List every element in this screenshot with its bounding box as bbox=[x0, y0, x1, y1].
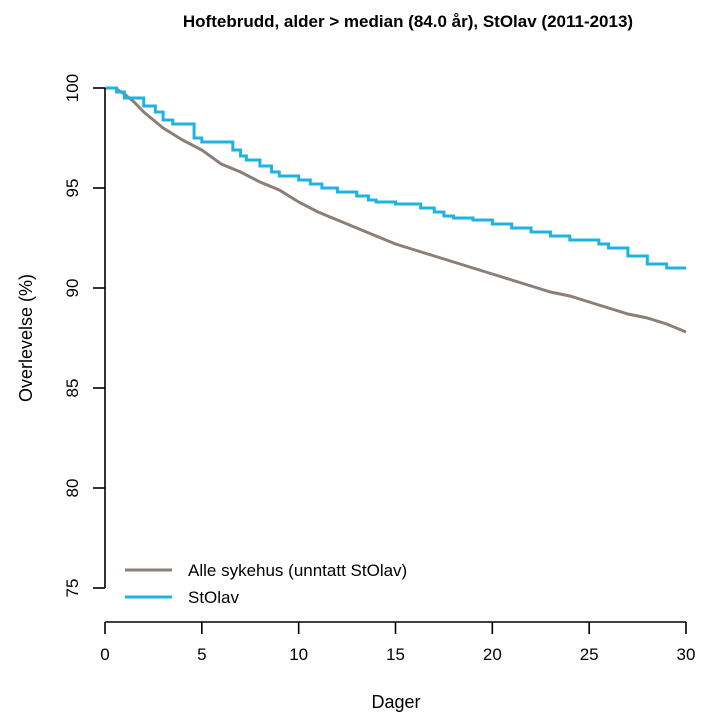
legend-label-all-hospitals: Alle sykehus (unntatt StOlav) bbox=[188, 561, 407, 580]
y-tick-label-85: 85 bbox=[63, 379, 82, 398]
x-tick-label-0: 0 bbox=[100, 645, 109, 664]
y-tick-label-95: 95 bbox=[63, 179, 82, 198]
x-tick-label-30: 30 bbox=[677, 645, 696, 664]
chart-title: Hoftebrudd, alder > median (84.0 år), St… bbox=[183, 12, 633, 31]
y-tick-label-90: 90 bbox=[63, 279, 82, 298]
x-tick-label-25: 25 bbox=[580, 645, 599, 664]
legend: Alle sykehus (unntatt StOlav) StOlav bbox=[125, 561, 407, 607]
x-tick-label-10: 10 bbox=[289, 645, 308, 664]
plot-area bbox=[105, 86, 687, 334]
x-tick-label-20: 20 bbox=[483, 645, 502, 664]
y-tick-label-100: 100 bbox=[63, 74, 82, 102]
y-tick-label-80: 80 bbox=[63, 479, 82, 498]
x-tick-label-5: 5 bbox=[197, 645, 206, 664]
y-tick-label-75: 75 bbox=[63, 579, 82, 598]
series-line-1 bbox=[105, 86, 686, 270]
y-ticks: 75 80 85 90 95 100 bbox=[63, 74, 105, 598]
legend-label-stolav: StOlav bbox=[188, 588, 240, 607]
y-axis-label: Overlevelse (%) bbox=[16, 274, 36, 402]
series-line-0 bbox=[105, 86, 687, 334]
x-axis-label: Dager bbox=[371, 692, 420, 712]
x-ticks: 0 5 10 15 20 25 30 bbox=[100, 622, 695, 664]
series-layer bbox=[105, 86, 687, 334]
x-tick-label-15: 15 bbox=[386, 645, 405, 664]
